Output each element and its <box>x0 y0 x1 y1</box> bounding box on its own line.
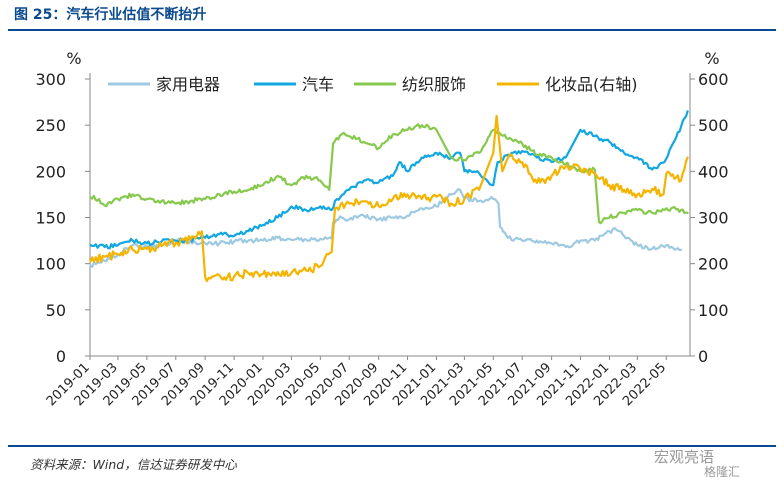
y-tick-right-label: 400 <box>698 162 729 181</box>
legend-label-3: 化妆品(右轴) <box>545 75 638 94</box>
y-tick-right-label: 300 <box>698 209 729 228</box>
chart-series <box>89 110 689 283</box>
legend-label-0: 家用电器 <box>156 75 220 94</box>
y-unit-left: % <box>66 49 81 68</box>
series-line-3 <box>89 114 689 283</box>
watermark-sub: 格隆汇 <box>704 465 741 479</box>
y-tick-right-label: 0 <box>698 347 708 366</box>
y-tick-left-label: 250 <box>35 116 66 135</box>
y-tick-left-label: 200 <box>35 162 66 181</box>
y-tick-left-label: 50 <box>46 301 66 320</box>
y-tick-right-label: 200 <box>698 255 729 274</box>
chart-legend: 家用电器 汽车 纺织服饰 化妆品(右轴) <box>108 75 638 94</box>
series-line-0 <box>89 188 683 268</box>
legend-label-1: 汽车 <box>302 75 334 94</box>
header-rule <box>8 29 776 31</box>
source-note: 资料来源：Wind，信达证券研发中心 <box>30 457 237 472</box>
figure-title: 图 25：汽车行业估值不断抬升 <box>14 7 207 23</box>
series-line-2 <box>89 123 689 225</box>
y-tick-right-label: 600 <box>698 70 729 89</box>
y-unit-right: % <box>704 49 719 68</box>
series-line-1 <box>89 110 689 250</box>
y-tick-left-label: 0 <box>56 347 66 366</box>
legend-label-2: 纺织服饰 <box>402 75 466 94</box>
y-tick-right-label: 100 <box>698 301 729 320</box>
chart-axes: % %05010015020025030001002003004005006002… <box>35 49 728 409</box>
y-tick-left-label: 100 <box>35 255 66 274</box>
y-tick-left-label: 150 <box>35 209 66 228</box>
footer-rule <box>8 445 776 447</box>
y-tick-right-label: 500 <box>698 116 729 135</box>
watermark-logo: 宏观亮语 <box>654 448 715 466</box>
y-tick-left-label: 300 <box>35 70 66 89</box>
